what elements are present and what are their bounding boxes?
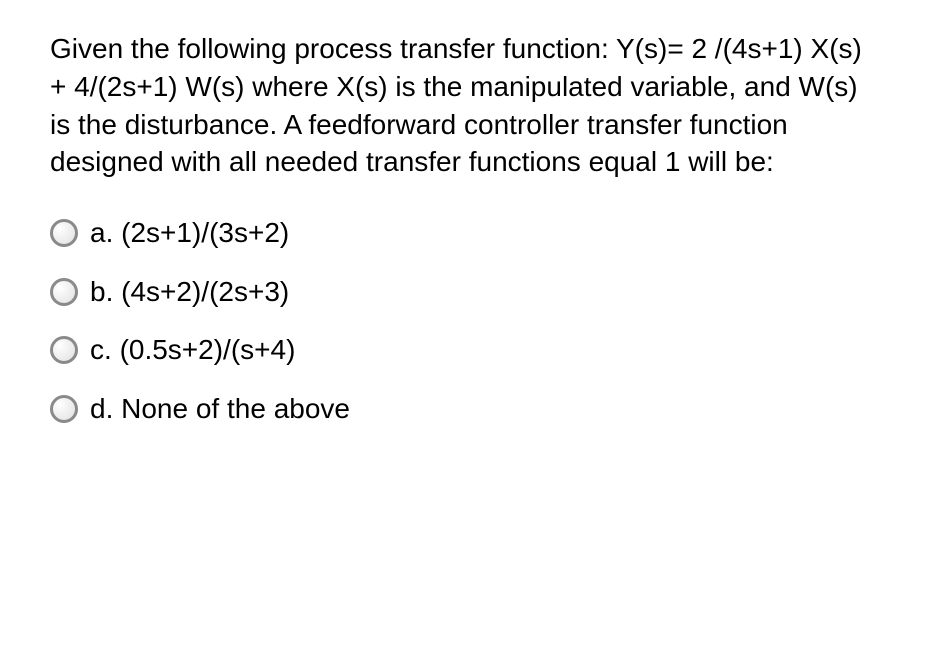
option-text: None of the above: [121, 393, 350, 424]
option-text: (2s+1)/(3s+2): [121, 217, 289, 248]
option-letter: a.: [90, 217, 113, 248]
option-label-c: c. (0.5s+2)/(s+4): [90, 333, 295, 367]
option-row-b[interactable]: b. (4s+2)/(2s+3): [50, 275, 881, 309]
option-text: (4s+2)/(2s+3): [121, 276, 289, 307]
option-row-c[interactable]: c. (0.5s+2)/(s+4): [50, 333, 881, 367]
radio-button-d[interactable]: [50, 395, 78, 423]
radio-button-a[interactable]: [50, 219, 78, 247]
option-row-a[interactable]: a. (2s+1)/(3s+2): [50, 216, 881, 250]
option-row-d[interactable]: d. None of the above: [50, 392, 881, 426]
option-letter: c.: [90, 334, 112, 365]
option-letter: d.: [90, 393, 113, 424]
option-label-b: b. (4s+2)/(2s+3): [90, 275, 289, 309]
option-letter: b.: [90, 276, 113, 307]
question-text: Given the following process transfer fun…: [50, 30, 881, 181]
radio-button-c[interactable]: [50, 336, 78, 364]
option-label-a: a. (2s+1)/(3s+2): [90, 216, 289, 250]
radio-button-b[interactable]: [50, 278, 78, 306]
option-text: (0.5s+2)/(s+4): [120, 334, 296, 365]
options-container: a. (2s+1)/(3s+2) b. (4s+2)/(2s+3) c. (0.…: [50, 216, 881, 425]
option-label-d: d. None of the above: [90, 392, 350, 426]
